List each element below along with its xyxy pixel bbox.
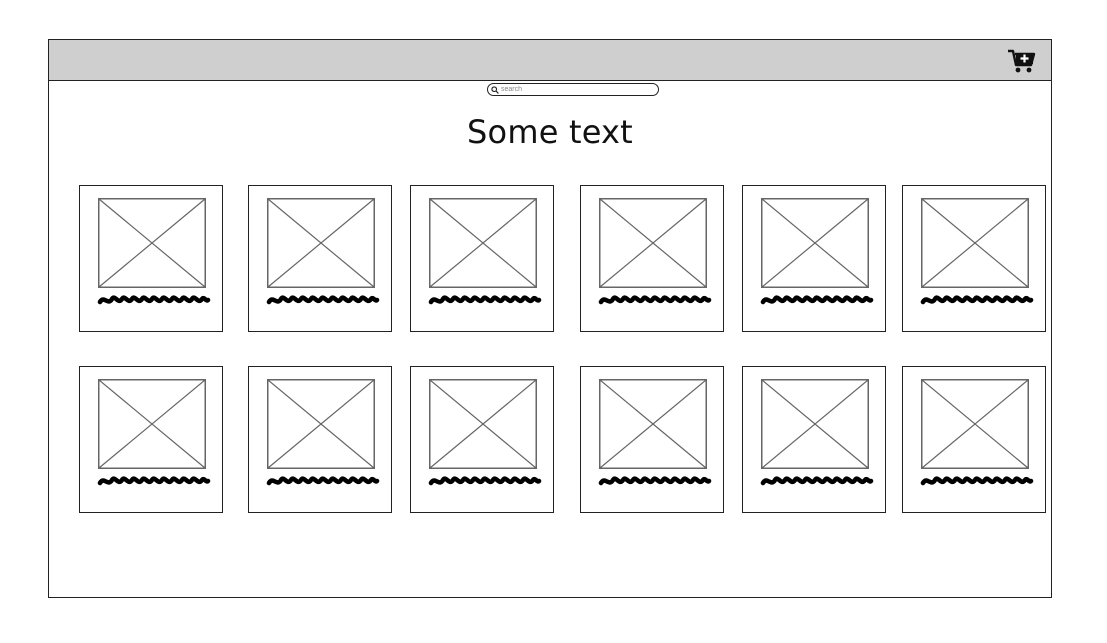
image-placeholder-icon [599,379,707,469]
image-placeholder-icon [429,379,537,469]
text-placeholder-scribble [920,476,1034,486]
product-card[interactable] [410,366,554,513]
image-placeholder-icon [761,198,869,288]
search-icon [491,85,499,94]
product-card[interactable] [79,185,223,332]
image-placeholder-icon [267,379,375,469]
text-placeholder-scribble [428,295,542,305]
product-card[interactable] [902,366,1046,513]
product-card[interactable] [742,366,886,513]
text-placeholder-scribble [760,295,874,305]
search-bar[interactable] [487,83,659,96]
product-card[interactable] [580,366,724,513]
product-card[interactable] [248,366,392,513]
shopping-cart-add-icon [1008,49,1036,73]
product-card[interactable] [410,185,554,332]
product-card[interactable] [902,185,1046,332]
image-placeholder-icon [98,198,206,288]
image-placeholder-icon [98,379,206,469]
product-card[interactable] [248,185,392,332]
product-card[interactable] [742,185,886,332]
text-placeholder-scribble [97,476,211,486]
text-placeholder-scribble [428,476,542,486]
top-nav-bar [49,40,1051,81]
text-placeholder-scribble [760,476,874,486]
product-card[interactable] [79,366,223,513]
image-placeholder-icon [921,198,1029,288]
product-card[interactable] [580,185,724,332]
text-placeholder-scribble [598,295,712,305]
cart-button[interactable] [1007,48,1037,74]
image-placeholder-icon [921,379,1029,469]
text-placeholder-scribble [920,295,1034,305]
text-placeholder-scribble [97,295,211,305]
image-placeholder-icon [429,198,537,288]
page-title: Some text [467,113,633,151]
image-placeholder-icon [267,198,375,288]
text-placeholder-scribble [598,476,712,486]
search-input[interactable] [499,84,651,95]
image-placeholder-icon [599,198,707,288]
text-placeholder-scribble [266,476,380,486]
browser-window: Some text [48,39,1052,598]
image-placeholder-icon [761,379,869,469]
text-placeholder-scribble [266,295,380,305]
